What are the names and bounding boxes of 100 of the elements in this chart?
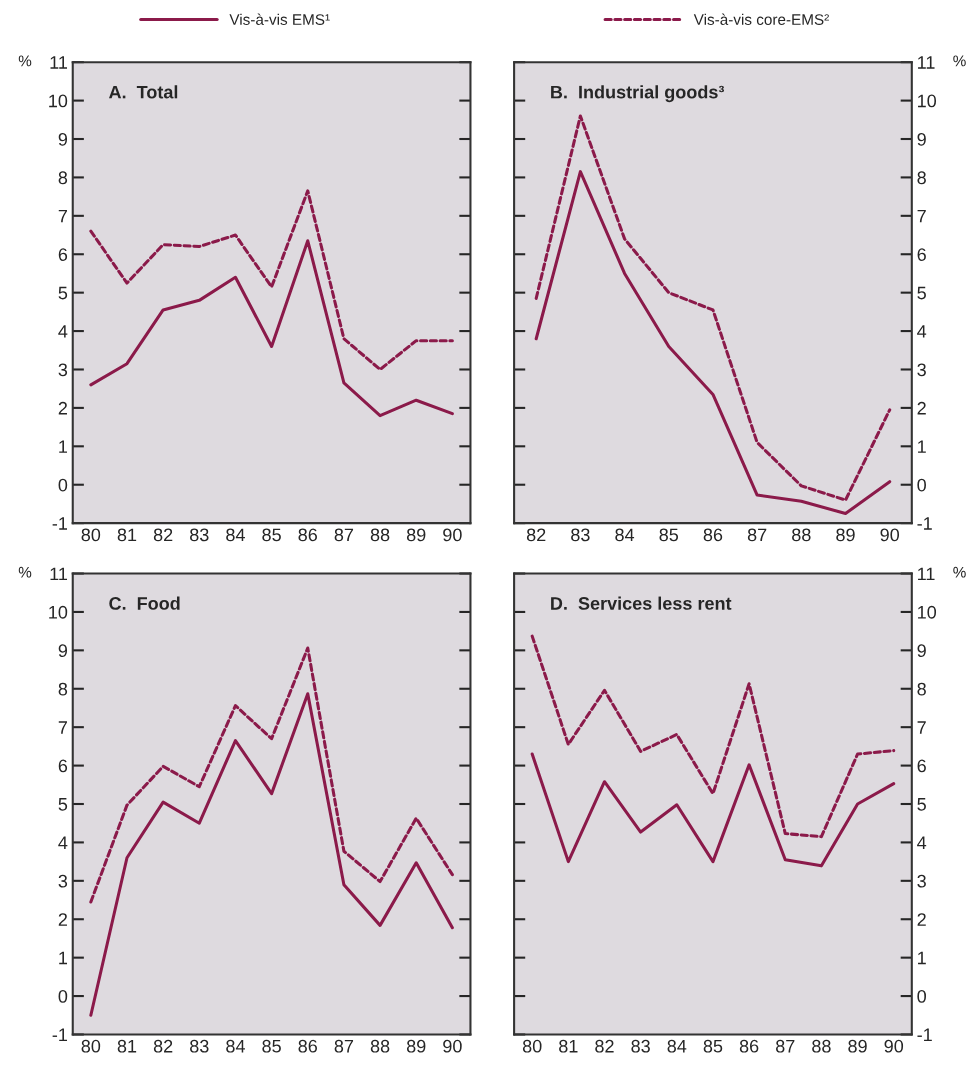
y-tick-label: -1 [917, 517, 932, 530]
line-series [530, 634, 896, 839]
y-tick-label: 11 [918, 56, 935, 69]
y-tick-label: -1 [52, 517, 68, 530]
x-tick-label: 80 [522, 1039, 542, 1053]
y-tick-label: 1 [918, 440, 926, 453]
x-tick-label: 80 [81, 528, 101, 542]
y-tick-label: 7 [58, 721, 67, 734]
y-tick-label: 6 [917, 759, 926, 773]
y-tick-label: 7 [917, 721, 926, 734]
x-tick-label: 88 [812, 1039, 831, 1053]
legend-label: Vis-à-vis EMS¹ [229, 13, 330, 25]
y-tick-label: 0 [917, 478, 926, 492]
x-tick-label: 87 [776, 1039, 795, 1053]
y-tick-label: 0 [58, 478, 68, 492]
x-tick-label: 85 [262, 1039, 281, 1053]
y-tick-label: 2 [917, 913, 926, 926]
y-tick-label: 6 [917, 248, 926, 261]
y-tick-label: 1 [59, 951, 68, 965]
x-tick-label: 82 [595, 1039, 614, 1053]
y-tick-label: 3 [917, 874, 926, 888]
y-axis-title: % [18, 55, 32, 67]
text: D. Services less rent [551, 596, 732, 610]
y-tick-label: 0 [58, 990, 68, 1003]
line-series [534, 114, 892, 502]
x-tick-label: 87 [747, 528, 767, 542]
x-tick-label: 84 [226, 528, 245, 542]
x-tick-label: 88 [370, 528, 390, 542]
x-tick-label: 82 [153, 528, 173, 542]
x-tick-label: 90 [884, 1039, 904, 1053]
y-tick-label: 7 [58, 209, 67, 223]
y-tick-label: 5 [917, 286, 926, 300]
x-tick-label: 88 [792, 528, 811, 542]
y-tick-label: 5 [917, 798, 926, 811]
x-tick-label: 83 [190, 528, 209, 542]
y-tick-label: 10 [49, 605, 68, 619]
x-tick-label: 89 [848, 1039, 867, 1053]
x-tick-label: 90 [443, 528, 462, 542]
x-tick-label: 83 [571, 528, 590, 542]
y-tick-label: 3 [917, 363, 926, 377]
line-series [89, 239, 454, 418]
x-tick-label: 85 [703, 1039, 723, 1053]
y-axis-title: % [953, 55, 966, 67]
x-tick-label: 90 [880, 528, 900, 542]
y-tick-label: 9 [58, 644, 68, 658]
x-tick-label: 84 [615, 528, 635, 542]
y-tick-label: 5 [58, 798, 68, 811]
x-tick-label: 89 [406, 528, 426, 542]
y-tick-label: 6 [58, 759, 68, 773]
x-tick-label: 80 [81, 1039, 101, 1053]
text: B. Industrial goods³ [551, 85, 725, 103]
x-tick-label: 82 [153, 1039, 173, 1053]
y-tick-label: 7 [917, 209, 926, 223]
y-axis-title: % [953, 566, 966, 578]
x-tick-label: 89 [836, 528, 855, 542]
y-axis-title: % [18, 566, 32, 578]
y-tick-label: 9 [917, 132, 926, 146]
x-tick-label: 90 [443, 1039, 462, 1053]
x-tick-label: 86 [298, 528, 317, 542]
y-tick-label: 4 [917, 325, 927, 338]
y-tick-label: 6 [58, 248, 68, 261]
y-tick-label: 5 [58, 286, 68, 300]
y-tick-label: 4 [917, 836, 927, 849]
x-tick-label: 83 [190, 1039, 209, 1053]
x-tick-label: 83 [631, 1039, 650, 1053]
x-tick-label: 85 [659, 528, 679, 542]
y-tick-label: 2 [58, 401, 67, 415]
legend-label: Vis-à-vis core-EMS² [693, 13, 829, 25]
line-series [89, 692, 454, 1017]
x-tick-label: 81 [559, 1039, 578, 1053]
x-tick-label: 89 [406, 1039, 426, 1053]
y-tick-label: 8 [58, 682, 68, 696]
x-tick-label: 86 [739, 1039, 759, 1053]
x-tick-label: 87 [334, 528, 354, 542]
y-tick-label: 9 [58, 132, 68, 146]
y-tick-label: 1 [918, 951, 926, 965]
y-tick-label: 0 [917, 990, 926, 1003]
y-tick-label: -1 [52, 1028, 68, 1042]
y-tick-label: 2 [917, 401, 926, 415]
y-tick-label: 3 [58, 874, 68, 888]
y-tick-label: 8 [917, 171, 926, 185]
text: C. Food [109, 596, 180, 610]
y-tick-label: 10 [918, 94, 937, 108]
y-tick-label: 8 [58, 171, 68, 185]
y-tick-label: 2 [58, 913, 67, 926]
line-series [530, 752, 896, 868]
y-tick-label: 3 [58, 363, 68, 377]
line-series [89, 189, 454, 372]
x-tick-label: 81 [117, 1039, 137, 1053]
y-tick-label: 11 [50, 56, 68, 69]
y-tick-label: 4 [58, 325, 68, 338]
y-tick-label: 1 [59, 440, 68, 453]
x-tick-label: 81 [117, 528, 137, 542]
x-tick-label: 85 [262, 528, 281, 542]
line-series [534, 170, 892, 516]
x-tick-label: 88 [370, 1039, 390, 1053]
y-tick-label: 4 [58, 836, 68, 849]
x-tick-label: 87 [334, 1039, 354, 1053]
y-tick-label: 11 [918, 567, 935, 581]
y-tick-label: 10 [918, 605, 937, 619]
